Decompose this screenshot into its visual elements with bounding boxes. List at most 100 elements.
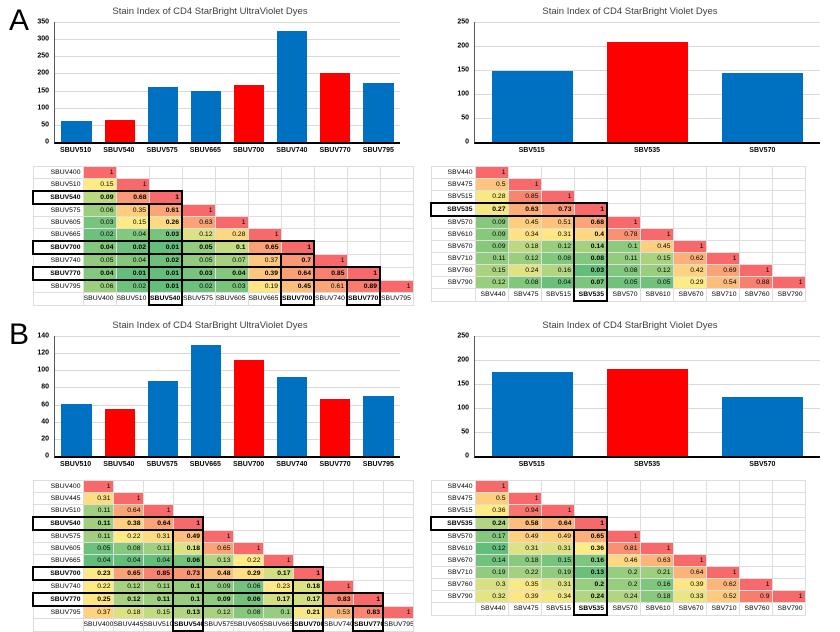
x-label-SBV535: SBV535	[633, 147, 661, 154]
matrix-cell-SBUV575-SBUV510: 0.35	[115, 203, 150, 217]
matrix-empty-cell	[639, 215, 674, 229]
matrix-empty-cell	[606, 202, 641, 217]
matrix-empty-cell	[172, 480, 204, 493]
matrix-empty-cell	[352, 529, 384, 543]
matrix-cell-SBV610-SBV610: 1	[639, 228, 674, 241]
bar-slot	[705, 336, 820, 456]
matrix-column-label-SBUV770: SBUV770	[352, 618, 384, 632]
matrix-cell-SBUV795-SBUV665: 0.1	[262, 605, 294, 619]
matrix-row-SBUV540: SBUV540 0.09 0.68 1	[32, 190, 414, 205]
matrix-empty-cell	[771, 566, 806, 579]
matrix-row-SBV670: SBV670 0.09 0.18 0.12 0.14 0.1 0.45 1	[430, 240, 806, 253]
matrix-empty-cell	[771, 578, 806, 591]
matrix-row-SBV710: SBV710 0.11 0.12 0.08 0.08 0.11 0.15 0.62 1	[430, 252, 806, 265]
matrix-row-label-SBV535: SBV535	[430, 202, 476, 217]
matrix-cell-SBUV795-SBUV605: 0.08	[232, 605, 264, 619]
matrix-cell-SBV570-SBV440: 0.09	[474, 215, 509, 229]
matrix-row-label-SBV515: SBV515	[430, 190, 476, 204]
matrix-column-label-SBV610: SBV610	[639, 602, 674, 616]
bar-SBUV700	[233, 85, 265, 142]
matrix-row-label-SBV760: SBV760	[430, 264, 476, 277]
matrix-empty-cell	[313, 216, 348, 229]
bar-SBUV700	[233, 360, 265, 456]
matrix-row-SBUV770: SBUV770 0.25 0.12 0.11 0.1 0.09 0.06 0.17 0.17 0.…	[32, 592, 414, 607]
matrix-row-label-SBUV510: SBUV510	[32, 178, 84, 192]
matrix-column-label-SBV760: SBV760	[738, 602, 773, 616]
matrix-cell-SBUV700-SBUV540: 0.73	[172, 566, 204, 581]
matrix-empty-cell	[738, 554, 773, 567]
matrix-cell-SBUV605-SBUV575: 0.63	[181, 216, 216, 229]
matrix-empty-cell	[738, 504, 773, 518]
matrix-empty-cell	[379, 240, 414, 255]
matrix-empty-cell	[202, 492, 234, 505]
bar-chart-a-ultraviolet: Stain Index of CD4 StarBright UltraViole…	[20, 6, 400, 154]
matrix-column-header-row: SBV440 SBV475 SBV515 SBV535 SBV570 SBV610 SBV6…	[430, 288, 806, 302]
matrix-empty-cell	[382, 566, 414, 581]
matrix-cell-SBUV770-SBUV665: 0.39	[247, 266, 282, 281]
bar-SBV570	[722, 397, 803, 456]
matrix-cell-SBUV700-SBUV665: 0.65	[247, 240, 282, 255]
x-label-SBUV665: SBUV665	[189, 461, 221, 468]
y-tick-label: 50	[41, 121, 49, 129]
y-tick-label: 150	[37, 87, 49, 95]
matrix-empty-cell	[672, 492, 707, 505]
matrix-empty-cell	[322, 492, 354, 505]
matrix-column-header-row: SBUV400 SBUV510 SBUV540 SBUV575 SBUV605 SBUV6…	[32, 292, 414, 306]
matrix-row-SBV515: SBV515 0.36 0.94 1	[430, 504, 806, 518]
chart-title: Stain Index of CD4 StarBright Violet Dye…	[542, 6, 718, 17]
y-axis: 0 50 100 150 200 250 300 350	[20, 19, 54, 146]
matrix-cell-SBV790-SBV475: 0.08	[507, 276, 542, 289]
matrix-cell-SBUV540-SBUV510: 0.68	[115, 190, 150, 205]
matrix-cell-SBV790-SBV760: 0.88	[738, 276, 773, 289]
matrix-cell-SBV670-SBV670: 1	[672, 240, 707, 253]
matrix-cell-SBUV795-SBUV400: 0.06	[82, 279, 117, 293]
correlation-matrix-a-violet: SBV440 1 SBV475 0.5 1 SBV515 0.28 0.85 1 SBV535 0.…	[430, 166, 840, 306]
matrix-empty-cell	[313, 166, 348, 179]
y-tick-label: 100	[37, 366, 49, 374]
bar-chart-b-violet: Stain Index of CD4 StarBright Violet Dye…	[440, 320, 820, 468]
matrix-empty-cell	[247, 216, 282, 229]
matrix-cell-SBV570-SBV535: 0.65	[573, 529, 608, 543]
matrix-empty-cell	[672, 542, 707, 555]
x-label-SBUV795: SBUV795	[362, 461, 394, 468]
matrix-cell-SBV760-SBV670: 0.42	[672, 264, 707, 277]
correlation-table: SBV440 1 SBV475 0.5 1 SBV515 0.28 0.85 1 SBV535 0.…	[430, 166, 806, 302]
matrix-row-label-SBUV575: SBUV575	[32, 203, 84, 217]
x-label-SBUV795: SBUV795	[362, 147, 394, 154]
gridline	[55, 404, 400, 406]
matrix-row-SBV790: SBV790 0.12 0.08 0.04 0.07 0.05 0.05 0.29 0.54 0.…	[430, 276, 806, 289]
matrix-cell-SBUV740-SBUV665: 0.23	[262, 579, 294, 594]
matrix-empty-cell	[382, 516, 414, 531]
matrix-empty-cell	[346, 228, 381, 242]
x-label-SBUV510: SBUV510	[60, 147, 92, 154]
matrix-cell-SBUV665-SBUV400: 0.04	[82, 554, 114, 568]
matrix-cell-SBUV700-SBUV605: 0.29	[232, 566, 264, 581]
matrix-empty-cell	[705, 228, 740, 241]
bar-slot	[141, 336, 184, 456]
matrix-empty-cell	[606, 480, 641, 493]
matrix-cell-SBUV795-SBUV770: 0.89	[346, 279, 381, 293]
matrix-empty-cell	[705, 480, 740, 493]
panel-b-grid: Stain Index of CD4 StarBright UltraViole…	[0, 314, 840, 632]
matrix-empty-cell	[382, 542, 414, 555]
matrix-cell-SBUV795-SBUV700: 0.21	[292, 605, 324, 619]
matrix-cell-SBV760-SBV515: 0.31	[540, 578, 575, 591]
matrix-column-label-SBV710: SBV710	[705, 602, 740, 616]
matrix-cell-SBUV700-SBUV445: 0.65	[112, 566, 144, 581]
matrix-column-label-SBUV605: SBUV605	[232, 618, 264, 632]
matrix-empty-cell	[292, 480, 324, 493]
matrix-empty-cell	[172, 492, 204, 505]
matrix-cell-SBV790-SBV440: 0.32	[474, 590, 509, 603]
matrix-empty-cell	[148, 178, 183, 192]
correlation-table: SBUV400 1 SBUV445 0.31 1 SBUV510 0.11 0.64 1 SBUV…	[32, 480, 414, 632]
matrix-row-label-SBUV770: SBUV770	[32, 266, 84, 281]
y-tick-label: 140	[37, 332, 49, 340]
matrix-cell-SBV710-SBV535: 0.08	[573, 252, 608, 265]
matrix-empty-cell	[214, 178, 249, 192]
matrix-empty-cell	[148, 166, 183, 179]
bar-SBUV540	[104, 119, 135, 142]
y-axis: 0 50 100 150 200 250	[440, 333, 474, 460]
matrix-empty-cell	[705, 516, 740, 531]
matrix-cell-SBV610-SBV515: 0.31	[540, 228, 575, 241]
matrix-empty-cell	[771, 529, 806, 543]
